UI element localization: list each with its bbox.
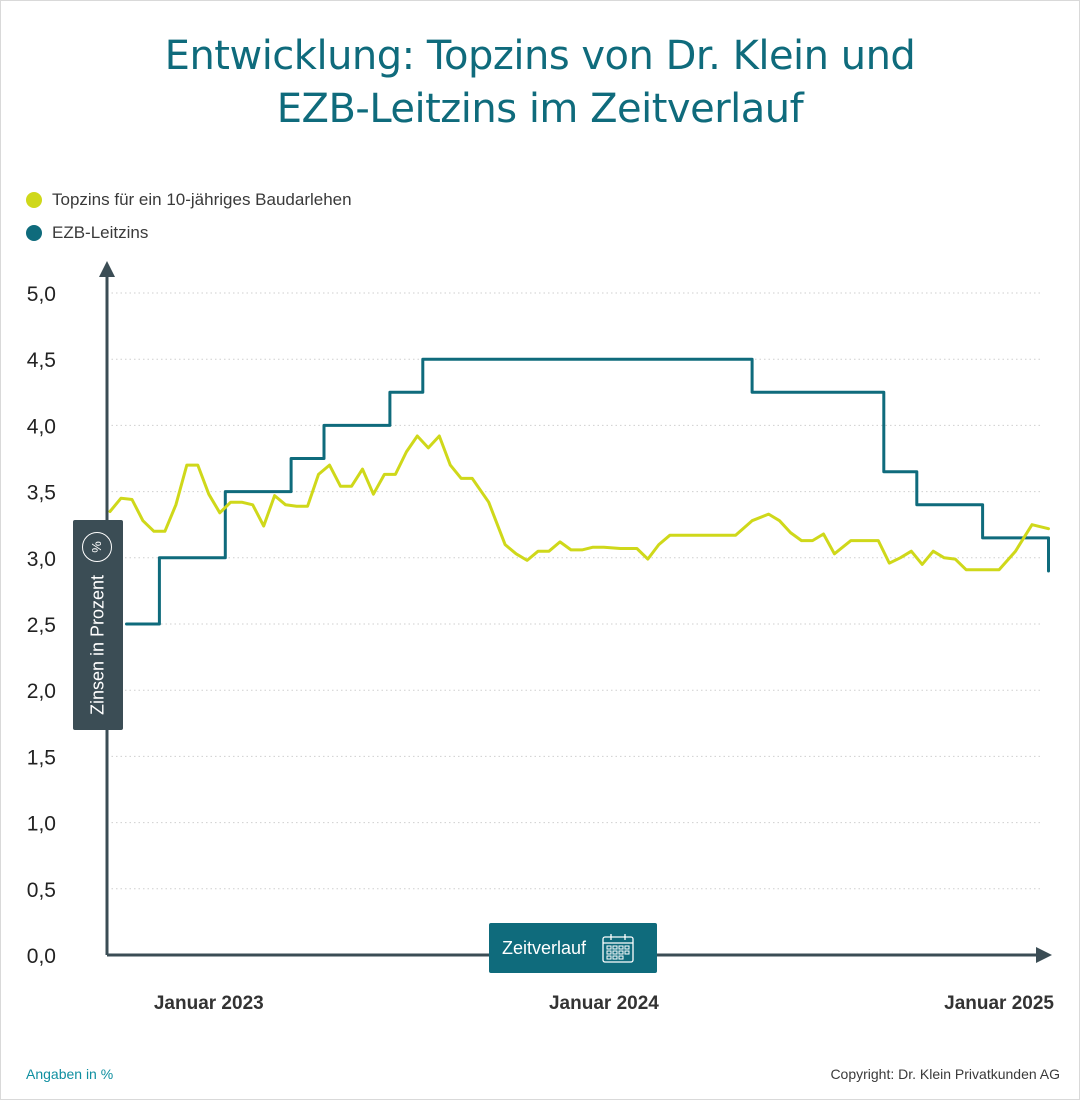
y-tick-label: 0,5 [27,879,56,902]
y-tick-label: 4,0 [27,415,56,438]
calendar-icon [602,934,634,963]
legend-dot-ezb [26,224,42,241]
title-line-1: Entwicklung: Topzins von Dr. Klein und [164,33,916,79]
title-line-2: EZB-Leitzins im Zeitverlauf [276,86,804,132]
y-tick-label: 0,0 [27,945,56,968]
x-axis-label: Zeitverlauf [502,937,587,958]
series-line-topzins [108,434,1050,572]
y-tick-label: 2,5 [27,614,56,637]
series-line-ezb [125,357,1050,626]
x-tick-label: Januar 2023 [154,993,264,1014]
footer-note: Angaben in % [26,1066,114,1082]
y-tick-label: 4,5 [27,349,56,372]
y-tick-label: 5,0 [27,283,56,306]
legend-dot-topzins [26,191,42,208]
copyright: Copyright: Dr. Klein Privatkunden AG [830,1066,1060,1082]
legend-item-ezb: EZB-Leitzins [26,216,352,249]
legend-label-topzins: Topzins für ein 10-jähriges Baudarlehen [52,189,352,209]
x-tick-label: Januar 2025 [944,993,1054,1014]
y-tick-label: 3,5 [27,482,56,505]
x-axis-label-box: Zeitverlauf [489,923,657,973]
legend: Topzins für ein 10-jähriges Baudarlehen … [26,183,352,249]
x-axis-arrow [1036,947,1052,963]
y-axis-label: Zinsen in Prozent [87,574,108,716]
y-tick-label: 3,0 [27,548,56,571]
legend-item-topzins: Topzins für ein 10-jähriges Baudarlehen [26,183,352,216]
y-tick-label: 2,0 [27,680,56,703]
y-tick-label: 1,5 [27,746,56,769]
y-tick-label: 1,0 [27,813,56,836]
x-tick-label: Januar 2024 [549,993,659,1014]
y-axis-label-box: % Zinsen in Prozent [73,520,123,730]
y-axis-arrow [99,261,115,277]
chart-title: Entwicklung: Topzins von Dr. Klein und E… [0,30,1080,136]
legend-label-ezb: EZB-Leitzins [52,222,149,242]
percent-icon: % [82,532,112,562]
